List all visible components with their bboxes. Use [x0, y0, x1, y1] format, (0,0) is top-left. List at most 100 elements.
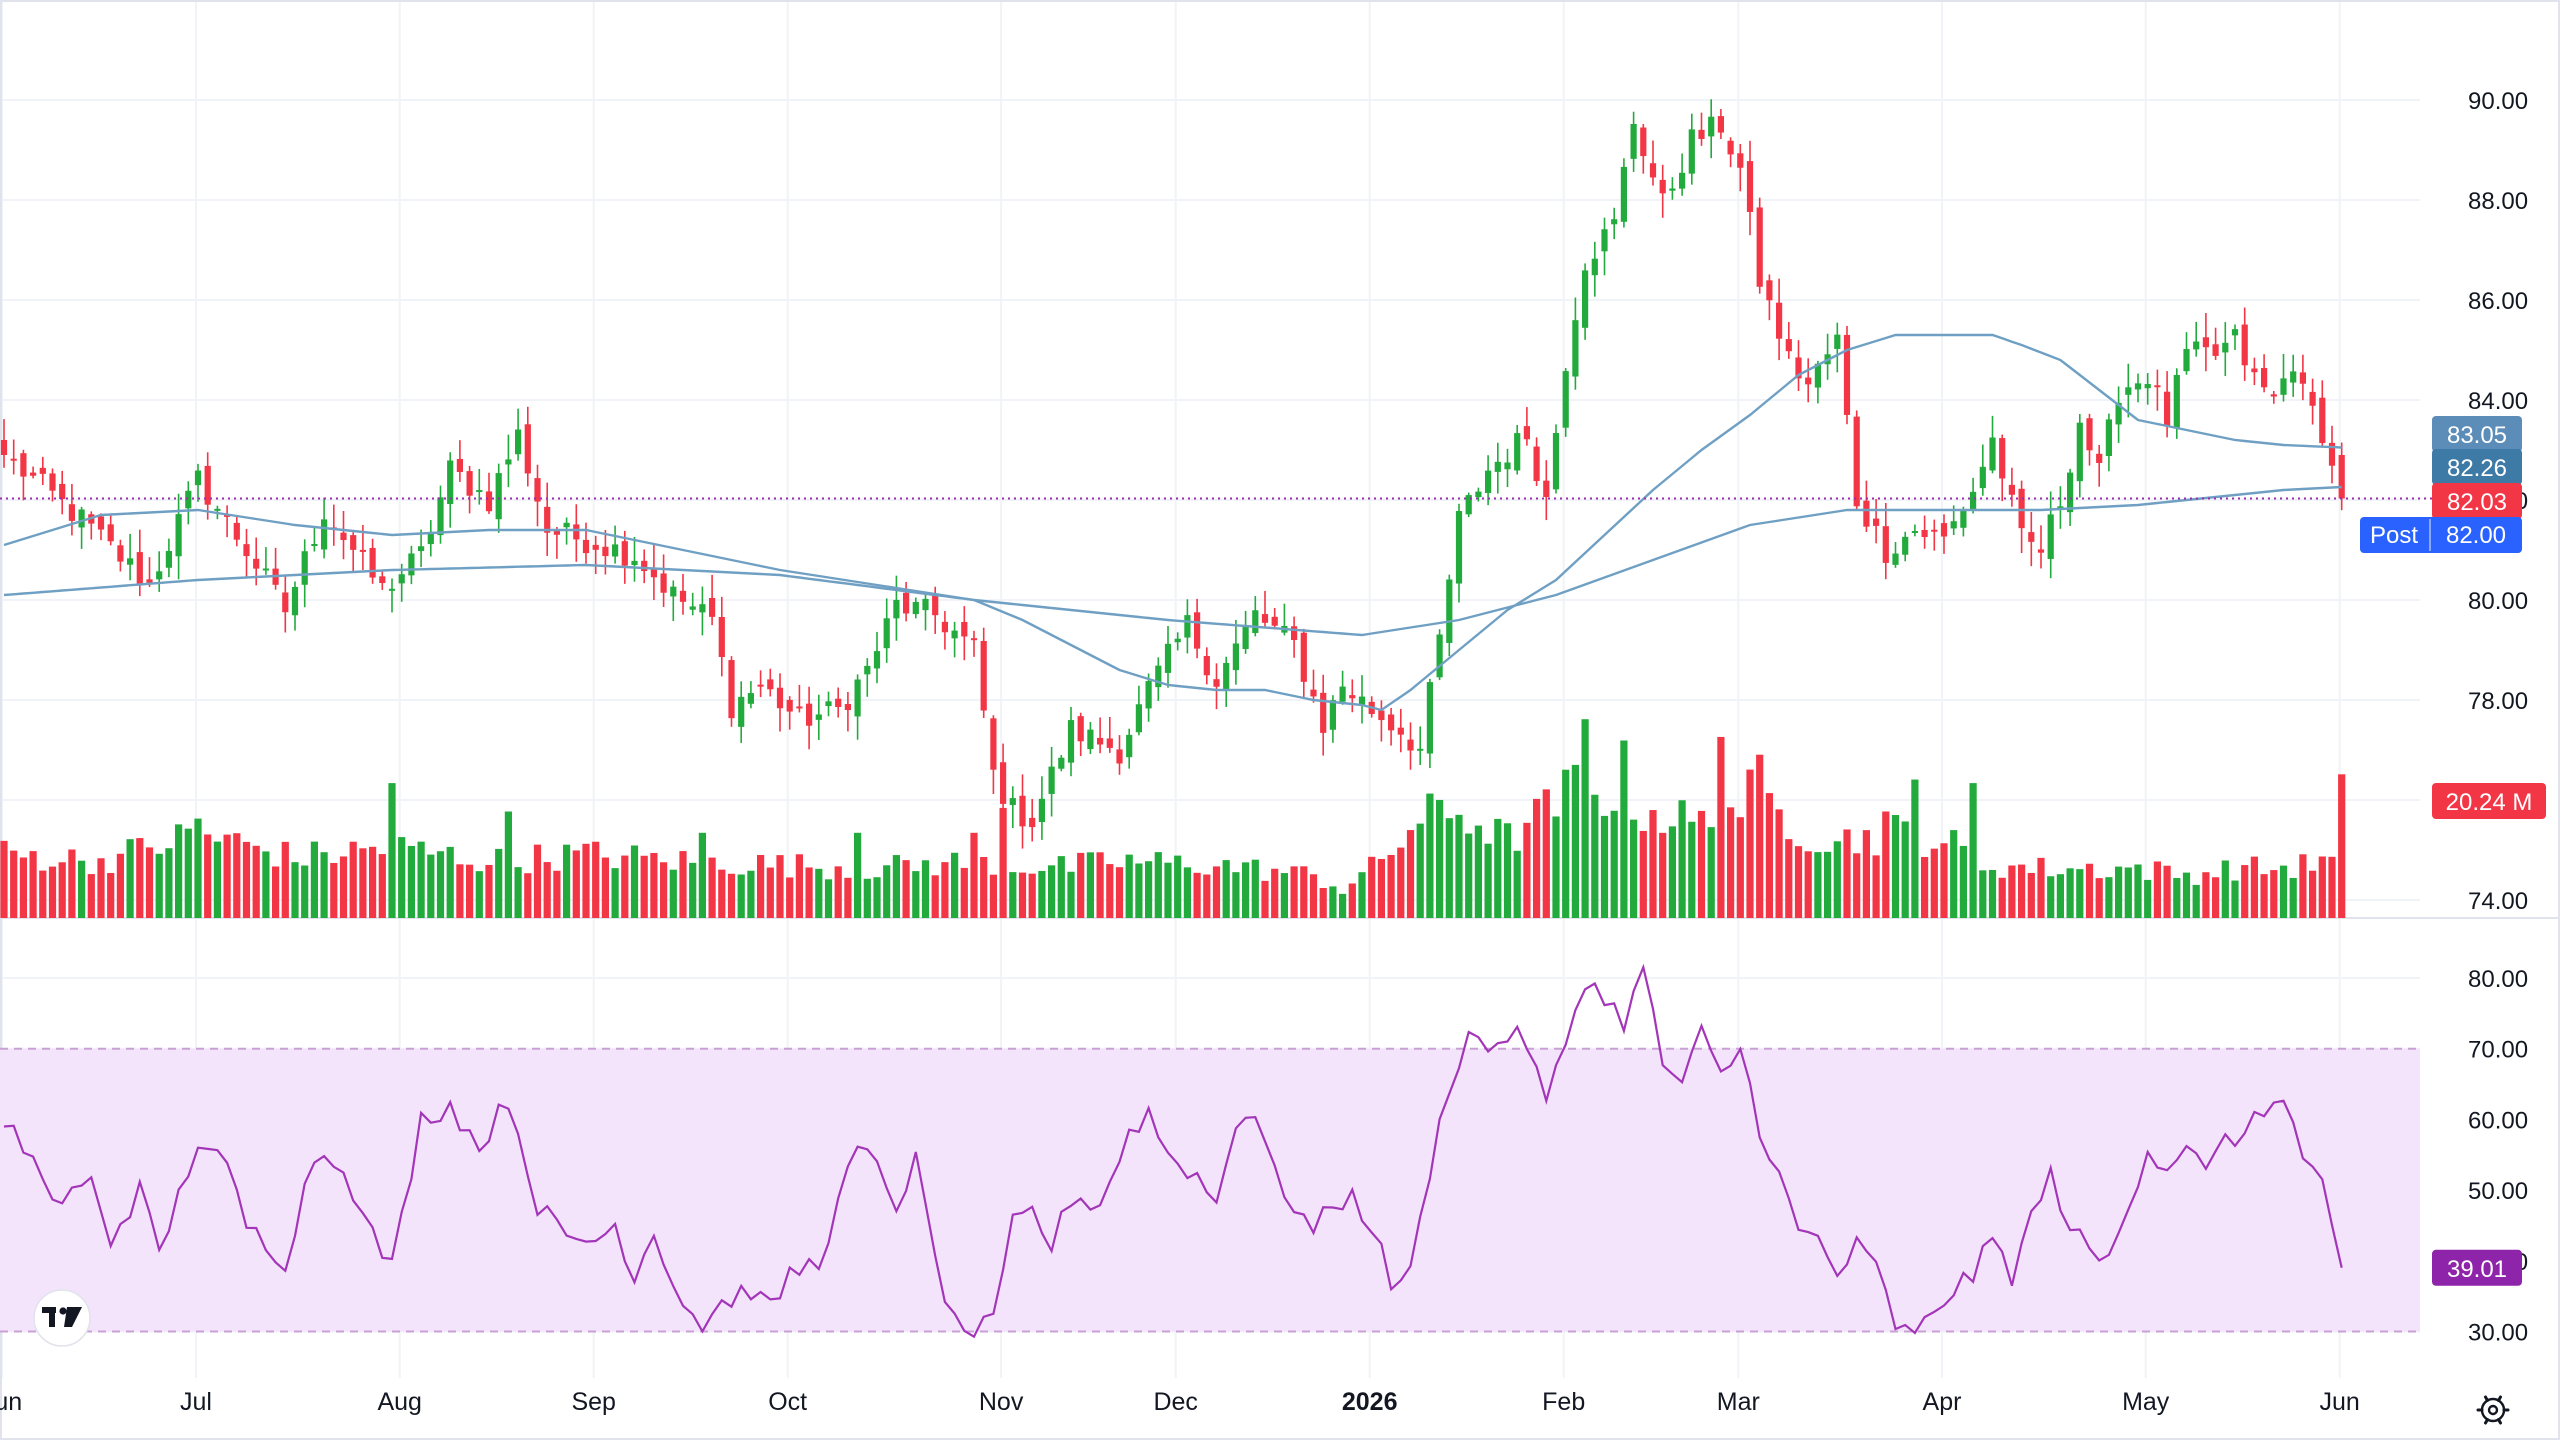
candle-body [1242, 626, 1249, 650]
time-tick-label: Jun [2320, 1388, 2360, 1416]
candle-body [262, 568, 269, 571]
candle [2125, 363, 2132, 418]
ma200-line [3, 485, 2342, 637]
candle-body [2251, 368, 2258, 373]
volume-bar [1426, 793, 1434, 918]
candle [311, 527, 318, 552]
candle-body [1970, 491, 1977, 510]
volume-bar [272, 866, 280, 918]
post-market-badge: Post 82.00 [2360, 517, 2522, 553]
candle-body [107, 524, 114, 542]
candle-body [747, 693, 754, 704]
candle [1601, 217, 1608, 276]
candle-body [2134, 383, 2142, 390]
volume-bar [291, 862, 299, 918]
ma50-value-badge-bg [2432, 416, 2522, 452]
tradingview-logo[interactable] [33, 1289, 91, 1347]
volume-bar [359, 848, 367, 918]
volume-bar [1048, 865, 1056, 918]
time-tick-label: Mar [1717, 1388, 1760, 1416]
candle-body [2154, 385, 2161, 388]
candle [117, 539, 124, 572]
candle-body [175, 514, 182, 557]
candle-body [1552, 433, 1560, 490]
candle-body [951, 630, 958, 639]
candle [1455, 503, 1463, 603]
candle-body [1397, 727, 1404, 735]
time-tick-label: May [2122, 1388, 2170, 1416]
volume-bar [1620, 740, 1628, 918]
volume-bar [999, 807, 1007, 918]
volume-bar [2260, 874, 2268, 918]
volume-bar [1300, 866, 1308, 918]
candle [699, 586, 706, 636]
candle-body [1814, 363, 1821, 388]
candle [941, 611, 948, 650]
candle [980, 627, 987, 719]
candle-body [495, 473, 502, 520]
volume-bar [242, 841, 251, 918]
candle-body [2261, 368, 2268, 388]
candle [146, 557, 153, 587]
gear-tooth [2497, 1395, 2502, 1402]
candle [1145, 673, 1152, 722]
candle-body [1863, 500, 1870, 527]
volume-bar [2270, 870, 2278, 918]
candle-body [2115, 402, 2122, 425]
candle-body [961, 621, 968, 637]
volume-bar [1591, 794, 1599, 918]
candle [1426, 678, 1433, 769]
candle [379, 570, 386, 590]
volume-bar [1950, 830, 1958, 918]
candle [961, 606, 968, 661]
volume-bar [2231, 880, 2239, 918]
candle [505, 434, 512, 488]
candle-body [553, 529, 560, 535]
candle [2154, 369, 2161, 411]
candle-body [893, 599, 900, 619]
candle-body [2270, 394, 2277, 397]
volume-bar [29, 851, 37, 918]
candle [650, 544, 657, 600]
volume-bar [524, 873, 532, 918]
candle [854, 674, 861, 740]
candle [2251, 357, 2258, 386]
candle-body [941, 621, 948, 633]
volume-bar [1979, 870, 1987, 918]
candle [1708, 99, 1715, 159]
rsi-tick-label: 50.00 [2468, 1178, 2528, 1205]
volume-bar [1436, 799, 1444, 918]
candle-body [757, 684, 764, 687]
candle [1863, 480, 1870, 532]
candle-body [854, 679, 861, 717]
candle [1436, 629, 1443, 681]
volume-bar [2037, 857, 2045, 918]
candle-body [1756, 207, 1763, 287]
settings-gear-icon[interactable] [2476, 1395, 2510, 1425]
candle-body [844, 704, 851, 711]
candle [2299, 354, 2306, 401]
volume-bar [1513, 850, 1521, 918]
candle [747, 681, 754, 709]
candle [1659, 164, 1666, 218]
candle-body [903, 592, 910, 614]
volume-bar [747, 870, 755, 918]
candle [2212, 327, 2219, 360]
candle-body [873, 651, 881, 669]
volume-bar [495, 848, 503, 918]
candle-body [2057, 506, 2064, 509]
candle [1979, 444, 1986, 496]
candle [1194, 598, 1201, 659]
candle [1184, 599, 1191, 654]
rsi-value-badge-text: 39.01 [2447, 1256, 2507, 1283]
candle-body [883, 618, 890, 649]
volume-bar [1368, 856, 1376, 918]
candle [621, 530, 628, 584]
volume-bar [941, 862, 949, 918]
candle-body [466, 471, 473, 496]
candle-body [1174, 638, 1181, 643]
volume-bar [87, 874, 95, 918]
candle [476, 468, 483, 505]
volume-bar [650, 852, 658, 918]
